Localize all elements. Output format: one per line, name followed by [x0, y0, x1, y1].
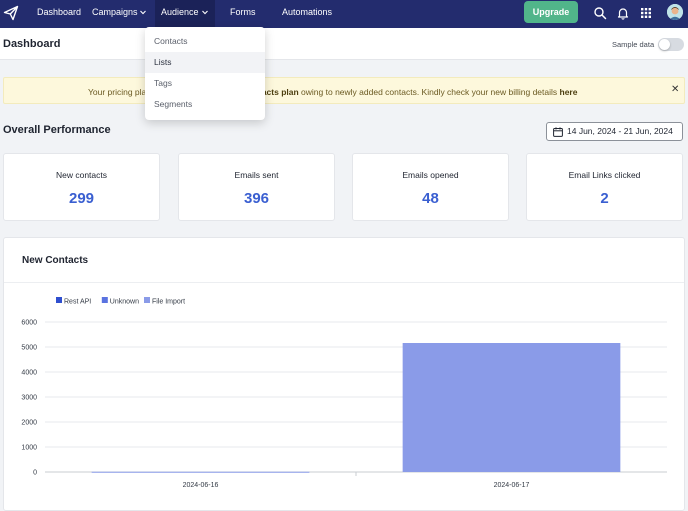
- stat-value: 2: [600, 190, 609, 207]
- legend-swatch: [101, 297, 108, 303]
- nav-audience[interactable]: Audience: [155, 0, 215, 28]
- x-tick-label: 2024-06-17: [494, 482, 530, 489]
- banner-text-start: Your pricing pla: [88, 87, 147, 97]
- new-contacts-panel: New Contacts Rest API Unknown File Import 0…: [3, 237, 685, 511]
- stat-card-new-contacts: New contacts 299: [3, 153, 160, 221]
- close-icon[interactable]: ✕: [671, 84, 680, 95]
- nav-campaigns-label: Campaigns: [92, 7, 138, 17]
- bar: [91, 471, 310, 473]
- nav-audience-label: Audience: [161, 7, 199, 17]
- y-tick-label: 5000: [21, 345, 37, 352]
- legend-swatch: [144, 297, 150, 303]
- calendar-icon: [553, 127, 563, 137]
- banner-plan-name: tacts plan: [259, 87, 299, 97]
- nav-forms[interactable]: Forms: [230, 7, 256, 17]
- chevron-down-icon: [140, 10, 146, 15]
- stat-value: 48: [422, 190, 439, 207]
- avatar[interactable]: [667, 4, 683, 20]
- nav-dashboard[interactable]: Dashboard: [37, 7, 82, 17]
- legend-swatch: [56, 297, 62, 303]
- audience-dropdown-menu: Contacts Lists Tags Segments: [145, 27, 265, 120]
- user-avatar-icon: [667, 4, 683, 20]
- banner-message: owing to newly added contacts. Kindly ch…: [298, 87, 560, 97]
- send-logo-icon[interactable]: [3, 5, 19, 21]
- stat-card-email-links-clicked: Email Links clicked 2: [526, 153, 683, 221]
- banner-text-rest: tacts plan owing to newly added contacts…: [259, 87, 577, 97]
- top-nav: Dashboard Campaigns Audience Forms Autom…: [0, 0, 688, 28]
- billing-details-link[interactable]: here: [559, 87, 578, 97]
- menu-item-tags[interactable]: Tags: [154, 78, 172, 88]
- page-title: Dashboard: [3, 38, 61, 50]
- legend-label: Rest API: [64, 299, 91, 306]
- y-tick-label: 0: [33, 470, 37, 477]
- search-icon[interactable]: [593, 6, 607, 20]
- page-header: Dashboard Sample data: [0, 28, 688, 60]
- nav-campaigns[interactable]: Campaigns: [92, 0, 148, 28]
- stat-value: 396: [243, 190, 270, 207]
- nav-automations[interactable]: Automations: [282, 7, 333, 17]
- toggle-knob: [659, 39, 670, 50]
- section-title: Overall Performance: [3, 124, 111, 136]
- stat-label: Emails sent: [234, 170, 279, 180]
- stat-card-emails-sent: Emails sent 396: [178, 153, 335, 221]
- panel-divider: [4, 282, 684, 283]
- bell-icon[interactable]: [616, 6, 630, 20]
- date-range-picker[interactable]: 14 Jun, 2024 - 21 Jun, 2024: [546, 122, 683, 141]
- stat-value: 299: [68, 190, 95, 207]
- date-range-text: 14 Jun, 2024 - 21 Jun, 2024: [567, 126, 673, 136]
- sample-data-label: Sample data: [612, 40, 655, 49]
- stat-label: New contacts: [55, 170, 108, 180]
- menu-item-lists[interactable]: Lists: [145, 52, 265, 73]
- chevron-down-icon: [202, 10, 208, 15]
- billing-banner: Your pricing pla tacts plan owing to new…: [3, 77, 685, 104]
- stat-label: Emails opened: [402, 170, 459, 180]
- apps-grid-icon[interactable]: [639, 6, 653, 20]
- panel-title: New Contacts: [22, 255, 89, 266]
- y-tick-label: 1000: [21, 445, 37, 452]
- bar: [402, 343, 621, 472]
- y-tick-label: 6000: [21, 320, 37, 327]
- menu-item-contacts[interactable]: Contacts: [154, 36, 188, 46]
- legend-label: Unknown: [110, 299, 139, 306]
- new-contacts-chart: Rest API Unknown File Import 0 1000 2000 3000 4…: [21, 297, 667, 489]
- y-tick-label: 4000: [21, 370, 37, 377]
- upgrade-button[interactable]: Upgrade: [524, 1, 578, 23]
- y-tick-label: 2000: [21, 420, 37, 427]
- y-tick-label: 3000: [21, 395, 37, 402]
- stat-label: Email Links clicked: [568, 170, 641, 180]
- legend-label: File Import: [152, 299, 185, 306]
- sample-data-toggle[interactable]: [658, 38, 684, 51]
- stat-card-emails-opened: Emails opened 48: [352, 153, 509, 221]
- x-tick-label: 2024-06-16: [183, 482, 219, 489]
- menu-item-segments[interactable]: Segments: [154, 99, 193, 109]
